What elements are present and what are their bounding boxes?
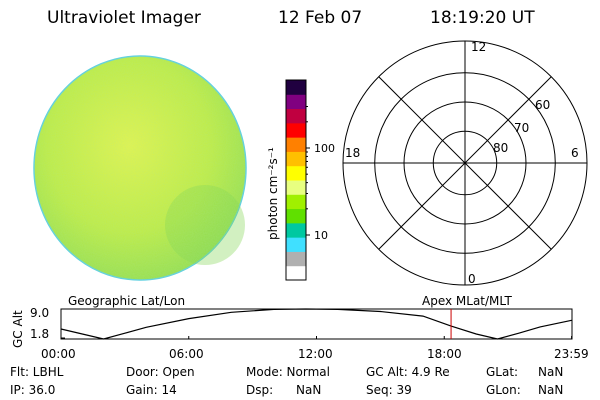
alt-series-line — [60, 308, 572, 340]
app-title: Ultraviolet Imager — [47, 8, 201, 28]
status-ip: IP: 36.0 — [10, 383, 56, 397]
mlt-label-0: 0 — [468, 272, 476, 286]
colorbar-swatch — [286, 180, 306, 195]
colorbar-frame — [285, 79, 307, 281]
lat-label-70: 70 — [514, 121, 529, 135]
status-dsp-label: Dsp: — [246, 383, 274, 397]
mlt-label-18: 18 — [345, 146, 360, 160]
status-glat-label: GLat: — [486, 365, 519, 379]
alt-plot-xtick-2: 12:00 — [298, 347, 333, 361]
mlt-label-6: 6 — [571, 146, 579, 160]
lat-label-80: 80 — [493, 141, 508, 155]
alt-plot-right-title: Apex MLat/MLT — [422, 294, 512, 308]
colorbar-swatch — [286, 194, 306, 210]
polar-diagonal-2 — [378, 76, 552, 250]
status-glat-value: NaN — [538, 365, 564, 379]
alt-plot-left-title: Geographic Lat/Lon — [68, 294, 186, 308]
colorbar-swatch — [286, 151, 306, 167]
uv-disk-grain — [34, 56, 246, 280]
alt-plot-ytick-bottom: 1.8 — [30, 327, 50, 341]
status-glon-value: NaN — [538, 383, 564, 397]
status-dsp-value: NaN — [296, 383, 322, 397]
status-glon-label: GLon: — [486, 383, 521, 397]
colorbar-swatch — [286, 94, 306, 110]
alt-plot-xtick-1: 06:00 — [169, 347, 204, 361]
colorbar-tick-label: 100 — [314, 142, 335, 155]
colorbar-swatch — [286, 80, 306, 95]
colorbar-swatch — [286, 265, 306, 281]
alt-plot-xtick-3: 18:00 — [427, 347, 462, 361]
alt-plot-ytick-top: 9.0 — [30, 306, 50, 320]
lat-label-60: 60 — [535, 98, 550, 112]
status-door: Door: Open — [126, 365, 195, 379]
date-label: 12 Feb 07 — [278, 8, 363, 28]
colorbar-swatch — [286, 237, 306, 252]
colorbar-swatch — [286, 208, 306, 224]
colorbar-swatch — [286, 251, 306, 267]
alt-plot-xtick-0: 00:00 — [41, 347, 76, 361]
time-label: 18:19:20 UT — [430, 8, 535, 28]
colorbar-swatch — [286, 122, 306, 138]
colorbar-swatch — [286, 165, 306, 181]
alt-plot-frame — [60, 308, 573, 340]
mlt-label-12: 12 — [471, 40, 486, 54]
status-gain: Gain: 14 — [126, 383, 177, 397]
colorbar-swatch — [286, 222, 306, 238]
colorbar-tick-label: 10 — [314, 229, 328, 242]
status-flt: Flt: LBHL — [10, 365, 64, 379]
status-seq: Seq: 39 — [366, 383, 412, 397]
colorbar-swatch — [286, 108, 306, 124]
colorbar-swatch — [286, 137, 306, 152]
status-gc-alt: GC Alt: 4.9 Re — [366, 365, 450, 379]
alt-plot-xtick-4: 23:59 — [554, 347, 589, 361]
status-mode: Mode: Normal — [246, 365, 330, 379]
